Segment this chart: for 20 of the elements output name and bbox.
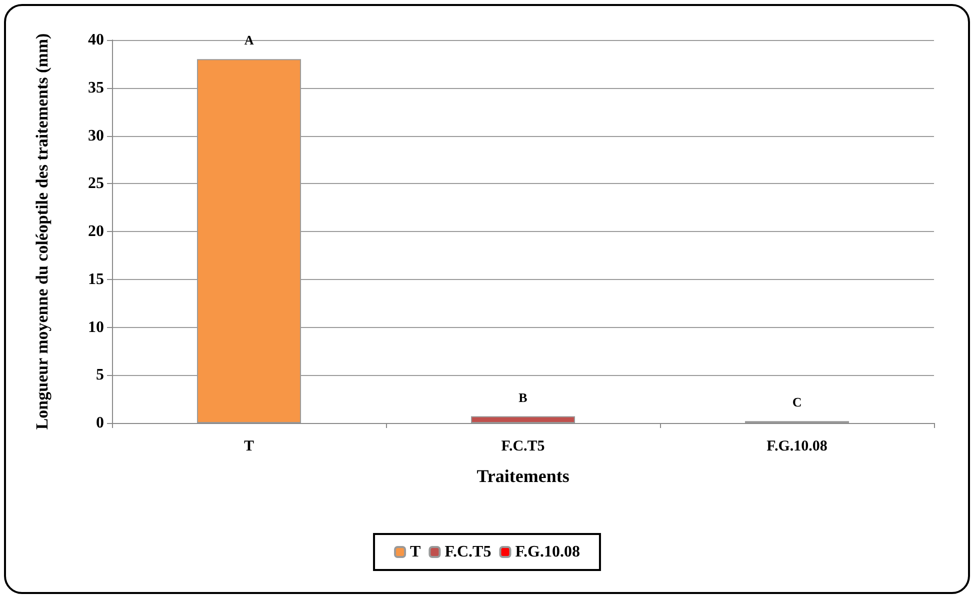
x-tick-label: F.G.10.08: [766, 438, 828, 454]
y-axis-title: Longueur moyenne du coléoptile des traitements (mm): [32, 33, 52, 430]
x-axis-title: Traitements: [476, 466, 570, 486]
x-tick-label: F.C.T5: [501, 438, 545, 454]
annotation: C: [792, 394, 802, 410]
y-tick-label: 5: [96, 366, 104, 384]
y-tick-label: 15: [88, 270, 104, 288]
y-tick-label: 35: [88, 79, 104, 96]
y-tick-label: 40: [88, 32, 104, 48]
annotation: A: [244, 32, 254, 48]
legend-label: F.C.T5: [444, 544, 492, 560]
legend-label: F.G.10.08: [515, 544, 580, 560]
y-tick-label: 30: [88, 127, 104, 144]
x-tick-label: T: [244, 438, 254, 454]
y-tick-label: 10: [88, 318, 104, 336]
y-tick-label: 0: [96, 414, 104, 432]
annotation: B: [518, 390, 528, 405]
legend-label: T: [410, 544, 422, 560]
y-tick-label: 25: [88, 175, 104, 192]
y-tick-label: 20: [88, 223, 104, 240]
